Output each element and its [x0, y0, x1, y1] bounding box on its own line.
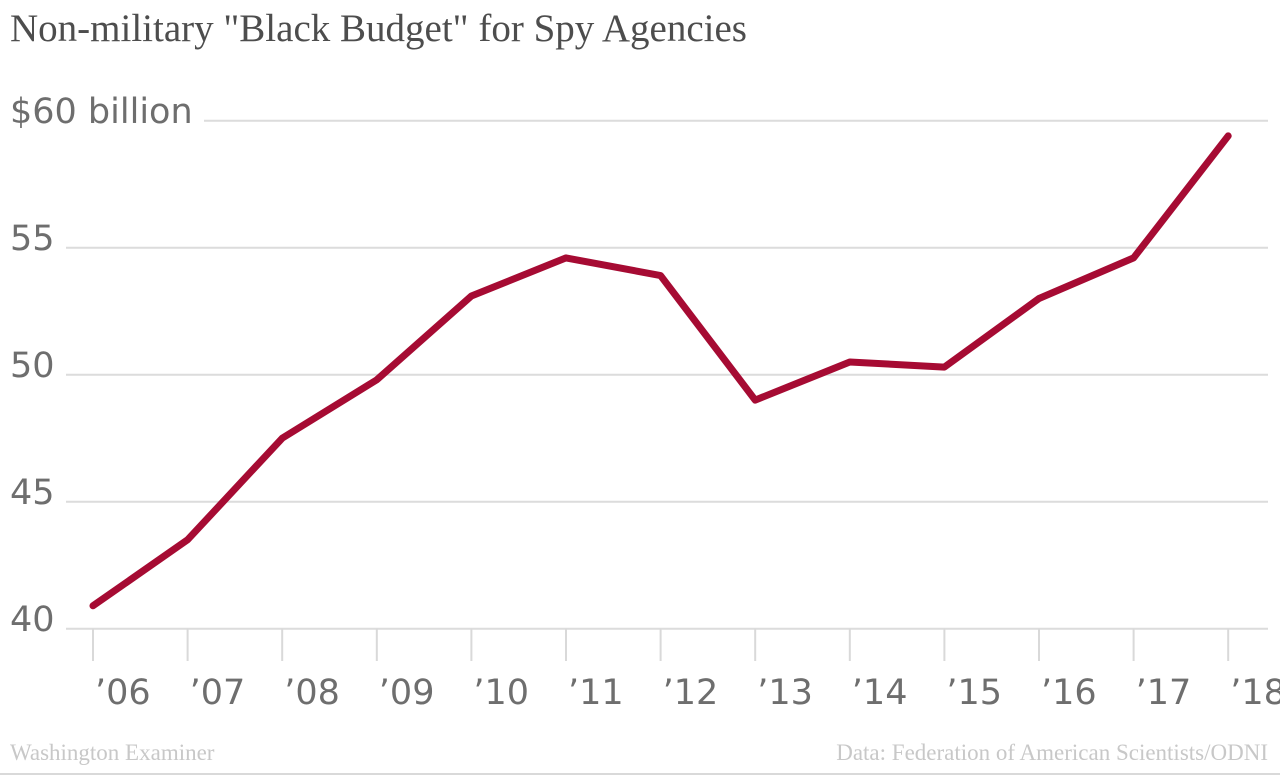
chart-title: Non-military "Black Budget" for Spy Agen…	[10, 7, 747, 50]
y-axis-tick-label: 40	[10, 599, 55, 640]
x-axis-tick-label: ’08	[284, 673, 340, 713]
budget-line-series	[89, 132, 1232, 610]
x-axis-tick-label: ’13	[757, 673, 813, 713]
y-axis-tick-label: 55	[10, 218, 55, 259]
x-axis-tick-label: ’07	[189, 673, 246, 713]
x-axis-tick-label: ’14	[851, 673, 908, 713]
bottom-border-line	[0, 773, 1280, 775]
x-axis-tick-label: ’10	[473, 673, 530, 713]
x-axis-tick-label: ’06	[95, 673, 151, 713]
x-axis-tick-label: ’09	[378, 673, 435, 713]
y-axis-tick-label: $60 billion	[10, 91, 193, 132]
x-axis-tick-label: ’15	[946, 673, 1003, 713]
y-axis-tick-label: 50	[10, 345, 55, 386]
x-axis-tick-label: ’12	[662, 673, 719, 713]
x-axis-tick-label: ’18	[1230, 673, 1280, 713]
x-axis-tick-label: ’16	[1041, 673, 1097, 713]
x-axis-tick-label: ’11	[568, 673, 624, 713]
x-axis-tick-label: ’17	[1135, 673, 1192, 713]
y-axis-tick-label: 45	[10, 472, 55, 513]
credit-publisher: Washington Examiner	[10, 740, 215, 765]
credit-data-source: Data: Federation of American Scientists/…	[836, 740, 1268, 765]
